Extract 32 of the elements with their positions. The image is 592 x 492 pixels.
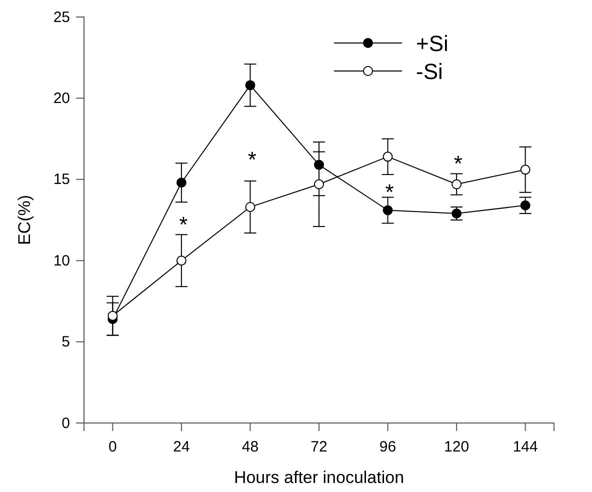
y-tick-label: 10 — [53, 252, 70, 270]
x-tick-label: 120 — [444, 438, 470, 456]
annotation: * — [248, 147, 257, 172]
x-tick-label: 96 — [379, 438, 396, 456]
y-tick-label: 0 — [62, 414, 70, 432]
point — [520, 200, 530, 210]
x-tick-label: 0 — [108, 438, 117, 456]
y-tick-label: 5 — [62, 334, 70, 351]
legend-label: -Si — [416, 59, 443, 84]
point — [382, 205, 393, 216]
y-tick-label: 15 — [53, 171, 70, 188]
y-axis-title: EC(%) — [15, 194, 34, 246]
annotation: * — [385, 180, 394, 205]
x-tick-label: 48 — [242, 438, 259, 456]
point — [382, 152, 393, 162]
x-tick-label: 24 — [173, 438, 190, 456]
point — [245, 80, 256, 90]
x-tick-label: 72 — [310, 438, 328, 456]
point — [520, 164, 530, 175]
annotation: * — [454, 151, 463, 176]
point — [176, 256, 186, 266]
annotation: * — [179, 212, 188, 237]
point — [245, 202, 256, 212]
y-tick-label: 20 — [53, 90, 70, 107]
y-tick-label: 25 — [53, 8, 70, 26]
point — [176, 178, 186, 188]
x-tick-label: 144 — [512, 438, 538, 456]
point — [314, 179, 324, 190]
legend-label: +Si — [416, 31, 448, 56]
point — [452, 179, 462, 190]
point — [108, 310, 118, 321]
x-axis-title: Hours after inoculation — [234, 468, 404, 487]
